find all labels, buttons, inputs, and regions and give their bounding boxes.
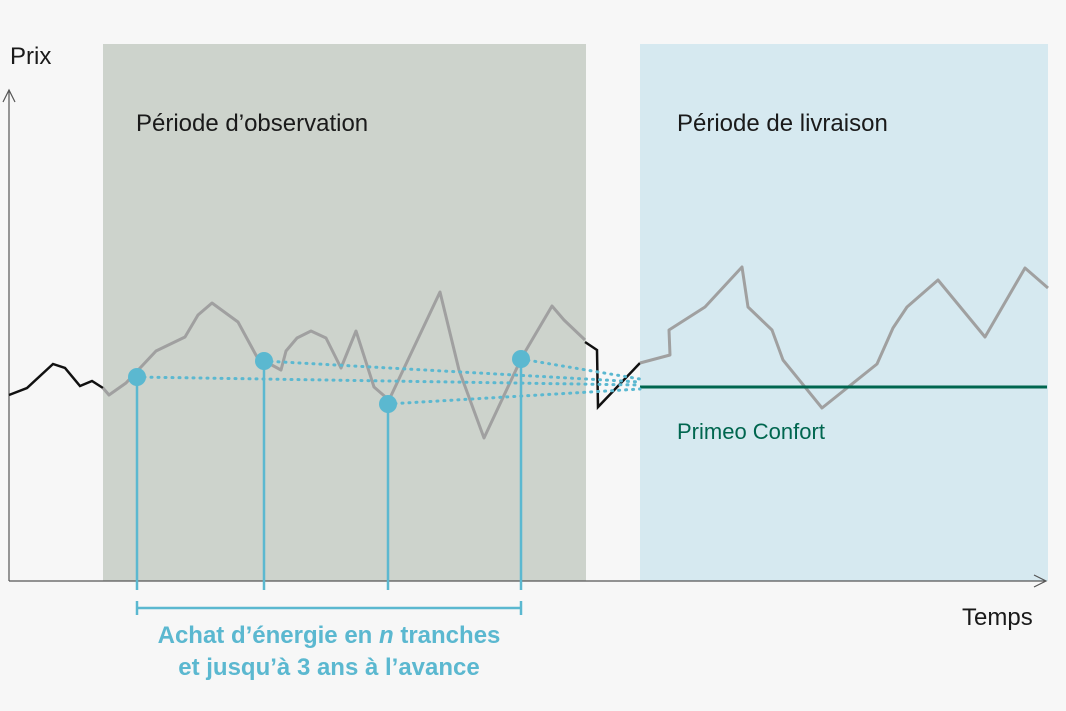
delivery-period-area (640, 44, 1048, 581)
y-axis-label: Prix (10, 43, 52, 70)
purchase-note: Achat d’énergie en n tranches et jusqu’à… (100, 620, 558, 684)
observation-period-area (103, 44, 586, 581)
tranche-point (128, 368, 146, 386)
purchase-note-n: n (379, 622, 394, 649)
observation-period-label: Période d’observation (136, 110, 369, 137)
x-axis-label: Temps (962, 604, 1033, 631)
tranche-point (512, 350, 530, 368)
y-axis (2, 88, 16, 581)
tranche-point (379, 395, 397, 413)
x-axis (9, 574, 1048, 588)
fixed-price-label: Primeo Confort (677, 419, 825, 444)
purchase-note-line2: et jusqu’à 3 ans à l’avance (178, 654, 480, 681)
delivery-period-label: Période de livraison (677, 110, 888, 137)
purchase-note-post: tranches (393, 622, 501, 649)
price-history-line-before (8, 362, 104, 397)
averaging-lines (135, 357, 642, 406)
purchase-bracket (135, 601, 523, 615)
price-line-observation (101, 290, 587, 440)
tranche-point (255, 352, 273, 370)
purchase-note-pre: Achat d’énergie en (157, 622, 379, 649)
price-line-delivery (639, 265, 1049, 410)
